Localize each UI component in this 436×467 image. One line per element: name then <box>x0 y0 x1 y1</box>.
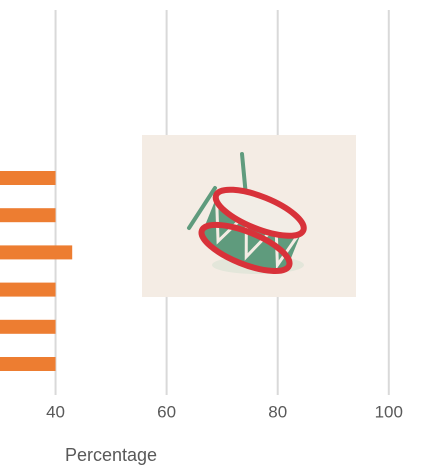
x-tick-label: 60 <box>157 402 176 421</box>
x-tick-label: 40 <box>46 402 65 421</box>
x-tick-label: 100 <box>375 402 403 421</box>
bar <box>0 357 56 371</box>
drum-illustration <box>142 135 356 297</box>
bar <box>0 245 73 260</box>
bar <box>0 208 56 223</box>
bar <box>0 282 56 297</box>
x-tick-label: 80 <box>268 402 287 421</box>
x-axis-label: Percentage <box>65 445 157 465</box>
bar <box>0 319 56 334</box>
bar <box>0 171 56 185</box>
